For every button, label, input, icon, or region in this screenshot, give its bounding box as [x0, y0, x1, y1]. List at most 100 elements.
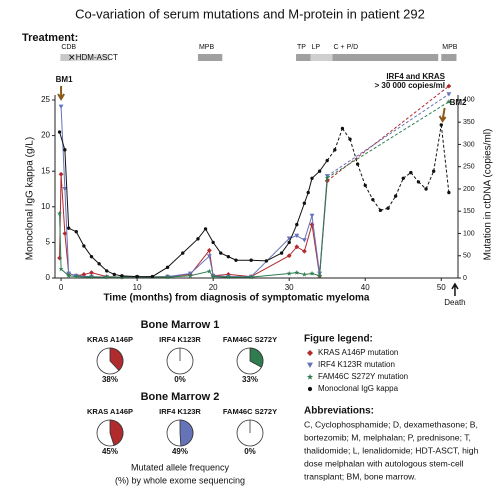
y2-tick-label: 200: [463, 186, 475, 193]
data-point: [302, 238, 307, 243]
data-point: [340, 126, 345, 131]
abbrev-line: C, Cyclophosphamide; D, dexamethasone; B…: [304, 419, 478, 429]
y2-tick-label: 50: [463, 253, 471, 260]
data-point: [324, 175, 330, 180]
x-tick-label: 40: [361, 283, 370, 292]
data-point: [234, 258, 238, 262]
data-point: [89, 254, 94, 259]
y2-tick-label: 250: [463, 164, 475, 171]
data-point: [348, 137, 352, 141]
x-tick-label: 50: [437, 283, 446, 292]
data-point: [165, 265, 170, 269]
data-point: [81, 272, 87, 277]
data-point: [120, 274, 124, 278]
pie-category: KRAS A146P: [87, 407, 133, 416]
abbrev-line: thalidomide; L, lenalidomide; HDT-ASCT, …: [304, 445, 479, 455]
treatment-cross: ✕: [68, 52, 76, 62]
series-line-dashed: [326, 101, 450, 179]
treatment-bar: [60, 54, 72, 61]
x-tick-label: 0: [59, 283, 64, 292]
data-point: [306, 373, 314, 380]
data-point: [302, 248, 307, 254]
data-point: [226, 254, 231, 259]
annotation-arrow: [438, 107, 447, 123]
data-point: [439, 123, 443, 127]
data-point: [248, 274, 254, 280]
data-point: [317, 169, 322, 173]
series-line: [59, 174, 328, 278]
abbrev-line: transplant; BM, bone marrow.: [304, 471, 416, 481]
data-point: [401, 176, 405, 180]
pie-category: FAM46C S272Y: [223, 407, 277, 416]
series-line: [59, 131, 328, 278]
data-point: [62, 187, 68, 192]
data-point: [446, 99, 452, 104]
pie-panel-title: Bone Marrow 2: [141, 391, 220, 403]
treatment-label: LP: [311, 44, 320, 51]
y2-tick-label: 100: [463, 230, 475, 237]
legend-label: FAM46C S272Y mutation: [318, 372, 408, 381]
y2-tick-label: 0: [463, 275, 467, 282]
abbrev-line: dose melphalan with autologous stem-cell: [304, 458, 464, 468]
legend-title: Figure legend:: [304, 334, 373, 345]
data-point: [309, 213, 315, 219]
data-point: [409, 170, 413, 175]
y2-tick-label: 400: [463, 97, 475, 104]
data-point: [211, 240, 215, 245]
treatment-label: MPB: [199, 44, 215, 51]
data-point: [206, 247, 212, 253]
data-point: [294, 233, 300, 239]
data-point: [57, 255, 62, 261]
data-point: [416, 180, 421, 184]
data-point: [424, 187, 428, 191]
series-line: [60, 106, 328, 278]
footnote: (%) by whole exome sequencing: [115, 475, 245, 485]
y-tick-label: 25: [41, 95, 50, 104]
data-point: [446, 83, 452, 89]
treatment-bar: [197, 54, 223, 61]
treatment-label: Treatment:: [22, 32, 78, 44]
data-point: [447, 190, 451, 195]
pie-category: IRF4 K123R: [159, 407, 201, 416]
chart-title: Co-variation of serum mutations and M-pr…: [75, 6, 425, 21]
data-point: [307, 362, 313, 368]
data-point: [88, 274, 95, 280]
y-tick-label: 0: [46, 273, 51, 282]
data-point: [286, 253, 292, 259]
data-point: [58, 171, 64, 177]
footnote: Mutated allele frequency: [131, 462, 230, 472]
annotation-arrow: [451, 282, 459, 296]
annotation-arrow: [57, 86, 65, 101]
pie-wedge: [109, 419, 124, 446]
data-point: [371, 197, 375, 202]
data-point: [249, 258, 253, 262]
treatment-label: C + P/D: [334, 44, 359, 51]
data-point: [219, 251, 223, 255]
pie-wedge: [109, 347, 124, 372]
y-tick-label: 5: [46, 238, 51, 247]
pie-value-label: 0%: [174, 375, 186, 384]
data-point: [89, 270, 94, 276]
data-point: [58, 266, 64, 272]
pie-wedge: [179, 419, 194, 447]
data-point: [286, 270, 292, 276]
treatment-bar: [310, 54, 333, 61]
data-point: [333, 148, 337, 152]
data-point: [150, 274, 155, 279]
treatment-label: TP: [297, 44, 306, 51]
data-point: [295, 222, 299, 227]
pie-value-label: 33%: [242, 375, 258, 384]
note: IRF4 and KRAS: [386, 72, 445, 81]
data-point: [62, 231, 68, 236]
y2-tick-label: 350: [463, 119, 475, 126]
pie-panel-title: Bone Marrow 1: [141, 319, 220, 331]
x-tick-label: 30: [285, 283, 294, 292]
data-point: [135, 274, 139, 279]
data-point: [279, 251, 284, 255]
data-point: [63, 148, 67, 152]
data-point: [206, 268, 212, 274]
data-point: [206, 254, 212, 259]
abbrev-line: bortezomib; M, melphalan; P, prednisone;…: [304, 432, 471, 442]
y2-tick-label: 150: [463, 208, 475, 215]
